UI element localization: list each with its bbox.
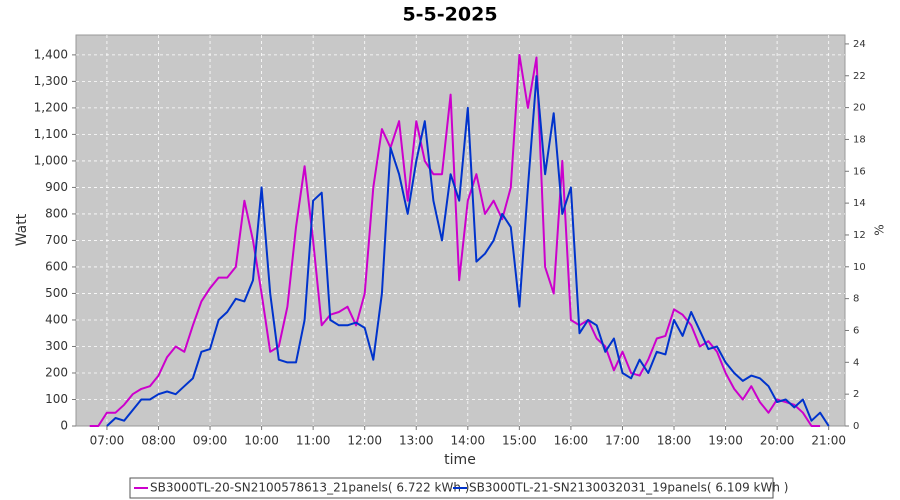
- x-tick-label: 17:00: [605, 434, 640, 448]
- y-tick-label: 500: [45, 286, 68, 300]
- x-tick-label: 20:00: [760, 434, 795, 448]
- x-tick-label: 07:00: [90, 434, 125, 448]
- y-tick-label: 1,300: [34, 74, 68, 88]
- y-tick-label: 100: [45, 392, 68, 406]
- y2-axis-label: %: [873, 224, 887, 235]
- y2-tick-label: 18: [853, 134, 866, 145]
- y-tick-label: 400: [45, 312, 68, 326]
- y2-tick-label: 8: [853, 294, 859, 305]
- legend-label: SB3000TL-20-SN2100578613_21panels( 6.722…: [150, 481, 469, 495]
- y2-tick-label: 2: [853, 389, 859, 400]
- y2-tick-label: 14: [853, 198, 866, 209]
- y-tick-label: 900: [45, 180, 68, 194]
- y2-tick-label: 12: [853, 230, 866, 241]
- y-tick-label: 200: [45, 365, 68, 379]
- y2-tick-label: 0: [853, 421, 859, 432]
- legend-label: SB3000TL-21-SN2130032031_19panels( 6.109…: [469, 481, 788, 495]
- y2-tick-label: 24: [853, 39, 866, 50]
- x-tick-label: 09:00: [193, 434, 228, 448]
- y-tick-label: 300: [45, 339, 68, 353]
- y-tick-label: 1,400: [34, 47, 68, 61]
- chart-title: 5-5-2025: [402, 4, 497, 26]
- y2-tick-label: 4: [853, 357, 859, 368]
- x-tick-label: 11:00: [296, 434, 331, 448]
- x-tick-label: 15:00: [502, 434, 537, 448]
- y-tick-label: 1,200: [34, 100, 68, 114]
- plot-area: [75, 34, 846, 427]
- legend: [129, 477, 774, 499]
- x-tick-label: 08:00: [141, 434, 176, 448]
- x-tick-label: 21:00: [811, 434, 846, 448]
- y-tick-label: 1,100: [34, 127, 68, 141]
- y2-tick-label: 22: [853, 71, 866, 82]
- x-tick-label: 19:00: [708, 434, 743, 448]
- y2-tick-label: 6: [853, 325, 859, 336]
- x-tick-label: 10:00: [244, 434, 279, 448]
- y-axis-label: Watt: [14, 213, 30, 246]
- y-tick-label: 600: [45, 259, 68, 273]
- x-tick-label: 14:00: [451, 434, 486, 448]
- y2-tick-label: 10: [853, 262, 866, 273]
- y-tick-label: 800: [45, 206, 68, 220]
- y2-tick-label: 16: [853, 166, 866, 177]
- x-tick-label: 12:00: [347, 434, 382, 448]
- x-tick-label: 16:00: [554, 434, 589, 448]
- y-tick-label: 1,000: [34, 153, 68, 167]
- y-tick-label: 0: [60, 419, 68, 433]
- y-tick-label: 700: [45, 233, 68, 247]
- x-axis-label: time: [444, 452, 476, 468]
- x-tick-label: 18:00: [657, 434, 692, 448]
- x-tick-label: 13:00: [399, 434, 434, 448]
- y2-tick-label: 20: [853, 103, 866, 114]
- series-line: [106, 75, 830, 427]
